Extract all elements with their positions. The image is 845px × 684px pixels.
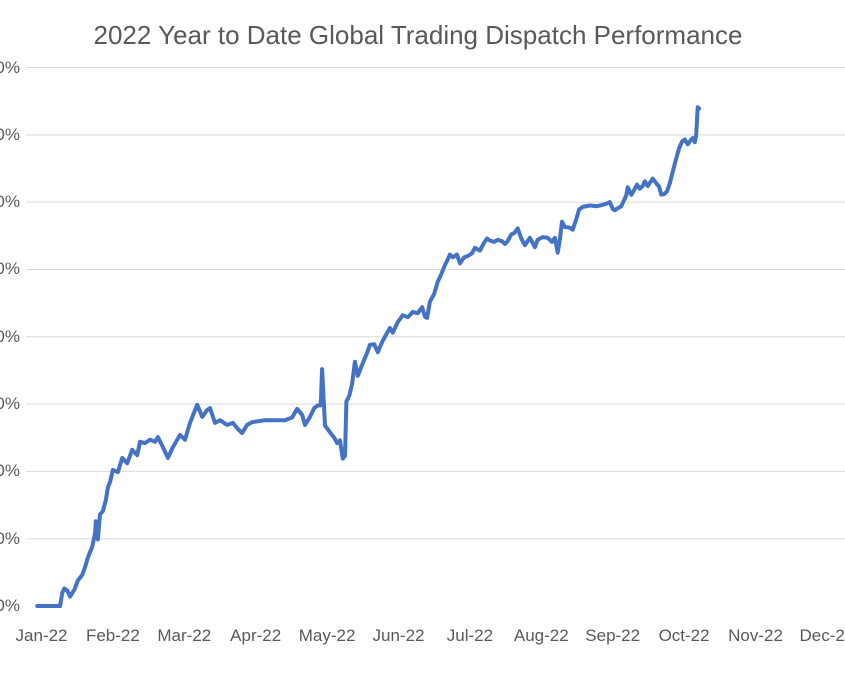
series-line — [35, 105, 702, 608]
x-axis-tick-label: Dec-22 — [799, 626, 845, 645]
x-axis-tick-label: Oct-22 — [658, 626, 710, 645]
x-axis-tick-label: Aug-22 — [513, 626, 569, 645]
x-axis-tick-label: Jul-22 — [446, 626, 494, 645]
x-axis-tick-label: Apr-22 — [230, 626, 282, 645]
x-axis-tick-label: Jun-22 — [372, 626, 425, 645]
y-axis-tick-label: 70% — [0, 124, 20, 144]
y-axis-tick-label: 80% — [0, 57, 20, 77]
x-axis-tick-label: May-22 — [298, 626, 356, 645]
y-axis-tick-label: 50% — [0, 259, 20, 279]
y-axis-tick-label: 40% — [0, 326, 20, 346]
x-axis-tick-label: Feb-22 — [85, 626, 140, 645]
x-axis-tick-label: Nov-22 — [728, 626, 783, 645]
y-axis-tick-label: 10% — [0, 528, 20, 548]
chart-title: 2022 Year to Date Global Trading Dispatc… — [93, 20, 743, 50]
x-axis-tick-label: Sep-22 — [585, 626, 641, 645]
y-axis-tick-label: 30% — [0, 394, 20, 414]
y-axis-tick-label: 20% — [0, 461, 20, 481]
y-axis-tick-label: 60% — [0, 192, 20, 212]
x-axis-tick-label: Jan-22 — [15, 626, 68, 645]
y-axis-tick-label: 0% — [0, 596, 20, 615]
x-axis-tick-label: Mar-22 — [157, 626, 212, 645]
